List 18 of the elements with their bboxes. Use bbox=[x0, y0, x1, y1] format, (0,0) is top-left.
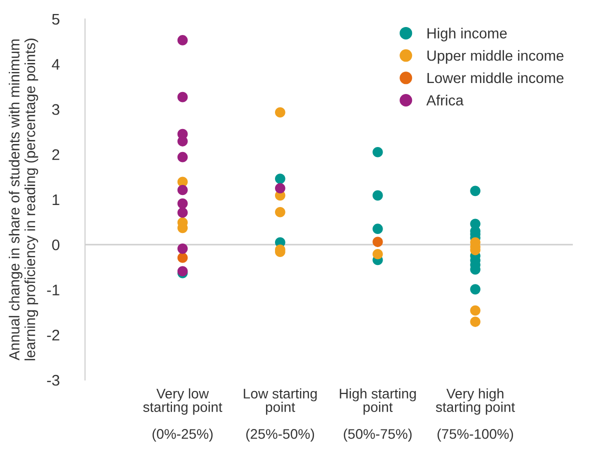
y-tick-label: -2 bbox=[47, 330, 60, 340]
x-tick-label: Very low starting point (0%-25%) bbox=[143, 388, 222, 442]
x-tick-label: Low starting point (25%-50%) bbox=[244, 388, 317, 442]
x-tick-label: High starting point (50%-75%) bbox=[340, 388, 416, 442]
y-tick-label: 1 bbox=[52, 194, 60, 206]
y-axis-title: Annual change in share of students with minimum learning proficiency in reading (percentage points) bbox=[8, 38, 38, 360]
y-tick-label: 0 bbox=[52, 239, 60, 250]
y-tick-label: 2 bbox=[52, 149, 60, 160]
legend-label: Lower middle income bbox=[428, 72, 564, 84]
y-tick-label: 4 bbox=[52, 59, 60, 70]
legend-label: High income bbox=[428, 28, 507, 42]
x-tick-label: Very high starting point (75%-100%) bbox=[436, 388, 515, 442]
y-tick-label: -1 bbox=[47, 284, 60, 296]
legend-label: Upper middle income bbox=[427, 50, 564, 64]
legend-label: Africa bbox=[426, 94, 464, 106]
y-tick-label: -3 bbox=[47, 374, 60, 386]
y-tick-label: 5 bbox=[52, 14, 60, 25]
y-tick-label: 3 bbox=[52, 104, 60, 115]
